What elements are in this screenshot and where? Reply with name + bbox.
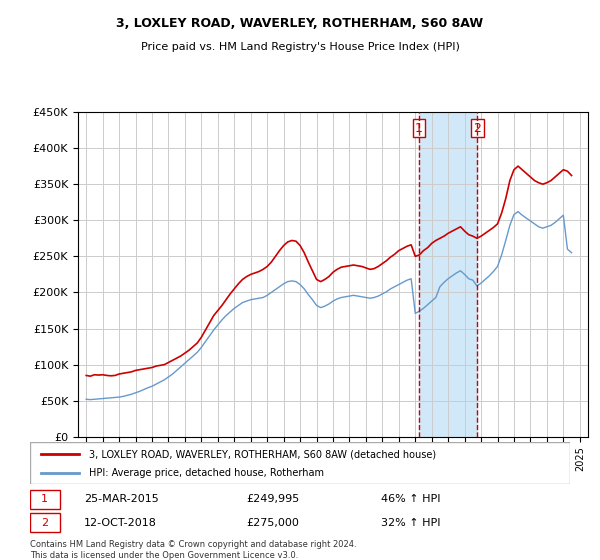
Text: 25-MAR-2015: 25-MAR-2015 xyxy=(84,494,159,504)
FancyBboxPatch shape xyxy=(30,514,60,533)
Text: £249,995: £249,995 xyxy=(246,494,299,504)
Text: 46% ↑ HPI: 46% ↑ HPI xyxy=(381,494,440,504)
Text: 2: 2 xyxy=(41,518,48,528)
Text: HPI: Average price, detached house, Rotherham: HPI: Average price, detached house, Roth… xyxy=(89,468,325,478)
Text: 3, LOXLEY ROAD, WAVERLEY, ROTHERHAM, S60 8AW: 3, LOXLEY ROAD, WAVERLEY, ROTHERHAM, S60… xyxy=(116,17,484,30)
Text: 12-OCT-2018: 12-OCT-2018 xyxy=(84,518,157,528)
Text: 2: 2 xyxy=(473,122,481,135)
FancyBboxPatch shape xyxy=(30,489,60,508)
Text: 3, LOXLEY ROAD, WAVERLEY, ROTHERHAM, S60 8AW (detached house): 3, LOXLEY ROAD, WAVERLEY, ROTHERHAM, S60… xyxy=(89,449,437,459)
FancyBboxPatch shape xyxy=(30,442,570,484)
Text: Contains HM Land Registry data © Crown copyright and database right 2024.
This d: Contains HM Land Registry data © Crown c… xyxy=(30,540,356,560)
Text: 1: 1 xyxy=(415,122,423,135)
Text: 1: 1 xyxy=(41,494,48,504)
Bar xyxy=(419,112,478,437)
Text: 32% ↑ HPI: 32% ↑ HPI xyxy=(381,518,440,528)
Text: Price paid vs. HM Land Registry's House Price Index (HPI): Price paid vs. HM Land Registry's House … xyxy=(140,42,460,52)
Text: £275,000: £275,000 xyxy=(246,518,299,528)
